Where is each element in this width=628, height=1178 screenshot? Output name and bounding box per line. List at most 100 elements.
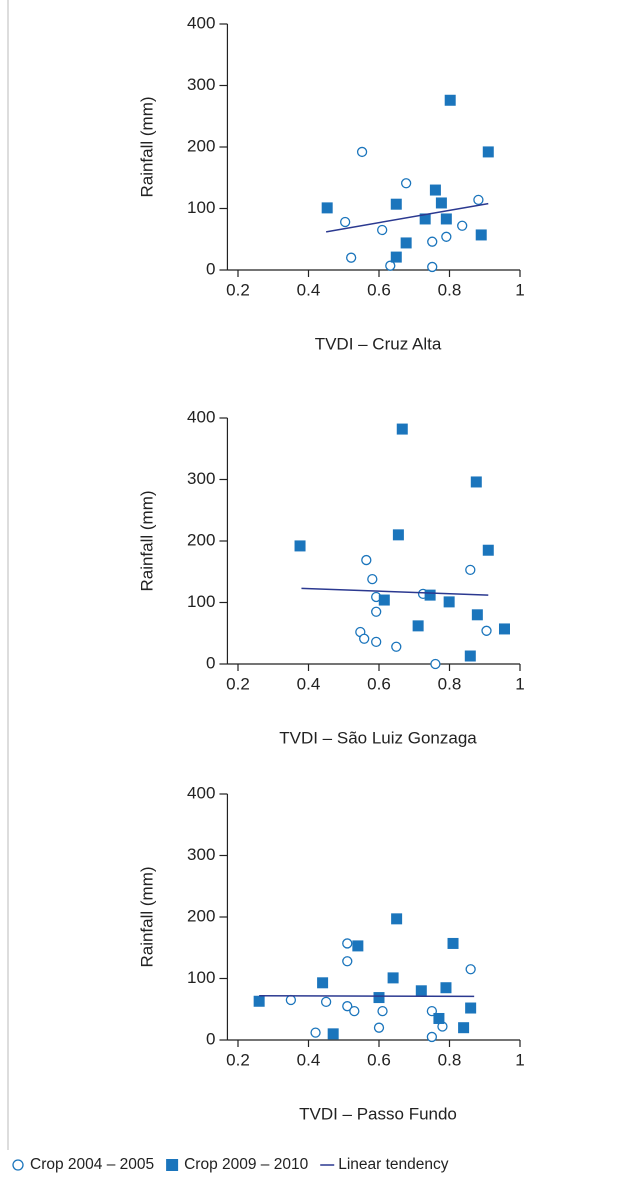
point	[430, 658, 441, 670]
point	[385, 260, 396, 271]
point	[419, 213, 431, 225]
trend-line	[325, 202, 489, 233]
y-axis-label: Rainfall (mm)	[137, 96, 156, 197]
point	[356, 146, 368, 158]
point	[373, 1022, 385, 1033]
point	[359, 633, 370, 644]
x-tick-label: 0.8	[438, 674, 462, 693]
point	[427, 236, 438, 247]
legend-marker	[166, 1159, 179, 1171]
point	[400, 237, 412, 249]
point	[470, 476, 482, 488]
point	[465, 564, 476, 576]
legend: Crop 2004 – 2005 Crop 2009 – 2010 Linear t…	[12, 1156, 449, 1173]
point	[294, 540, 306, 552]
point	[340, 216, 351, 228]
point	[342, 1001, 353, 1012]
point	[310, 1027, 321, 1038]
y-tick-label: 0	[206, 1029, 215, 1048]
point	[390, 198, 402, 210]
point	[371, 606, 382, 617]
y-tick-label: 0	[206, 653, 215, 672]
point	[447, 937, 459, 949]
y-tick-label: 300	[187, 469, 215, 488]
point	[342, 956, 353, 967]
x-tick-label: 0.4	[297, 674, 321, 693]
point	[433, 1012, 445, 1024]
point	[390, 251, 402, 263]
point	[391, 641, 402, 652]
point	[458, 1022, 470, 1034]
point	[482, 146, 494, 158]
legend-label: Crop 2004 – 2005	[30, 1156, 154, 1173]
y-axis-label: Rainfall (mm)	[137, 866, 156, 967]
x-tick-label: 0.4	[297, 280, 321, 299]
y-tick-label: 400	[187, 407, 215, 426]
plot: 0 100 200 300 400 0.2 0.4 0.6 0.8 1 Rainfall (mm) T…	[137, 407, 524, 747]
point	[415, 985, 427, 997]
point	[498, 623, 510, 635]
x-tick-label: 0.8	[438, 1050, 462, 1069]
y-tick-label: 400	[187, 783, 215, 802]
point	[349, 1005, 360, 1017]
point	[481, 625, 492, 636]
y-tick-label: 100	[187, 592, 215, 611]
point	[429, 184, 441, 196]
point	[378, 594, 390, 606]
y-tick-label: 300	[187, 845, 215, 864]
point	[327, 1028, 339, 1040]
point	[396, 423, 408, 435]
y-axis-label: Rainfall (mm)	[137, 490, 156, 591]
point	[367, 573, 378, 585]
x-tick-label: 1	[515, 280, 524, 299]
point	[426, 1031, 438, 1043]
y-tick-label: 200	[187, 530, 215, 549]
y-tick-label: 100	[187, 968, 215, 987]
legend-label: Crop 2009 – 2010	[184, 1156, 308, 1173]
point	[475, 229, 487, 241]
point	[465, 964, 476, 975]
plot: 0 100 200 300 400 0.2 0.4 0.6 0.8 1 Rainfall (mm) T…	[137, 783, 524, 1123]
x-tick-label: 0.4	[297, 1050, 321, 1069]
point	[464, 650, 476, 662]
point	[346, 252, 357, 263]
point	[424, 589, 436, 601]
y-tick-label: 100	[187, 198, 215, 217]
point	[361, 554, 372, 566]
y-tick-label: 0	[206, 259, 215, 278]
point	[321, 202, 333, 214]
point	[387, 972, 399, 984]
point	[457, 220, 468, 231]
trend-line	[301, 587, 489, 596]
point	[377, 1005, 388, 1017]
point	[400, 178, 412, 189]
y-tick-label: 200	[187, 906, 215, 925]
point	[427, 261, 438, 273]
point	[465, 1002, 477, 1014]
legend-marker	[12, 1159, 24, 1171]
point	[471, 609, 483, 621]
y-tick-label: 300	[187, 75, 215, 94]
point	[440, 213, 452, 225]
point	[342, 938, 353, 949]
point	[444, 94, 456, 106]
x-tick-label: 0.8	[438, 280, 462, 299]
x-axis-label: TVDI – São Luiz Gonzaga	[279, 728, 477, 747]
x-tick-label: 0.6	[367, 280, 391, 299]
point	[371, 636, 382, 648]
x-tick-label: 0.2	[226, 1050, 250, 1069]
point	[443, 596, 455, 608]
plot: 0 100 200 300 400 0.2 0.4 0.6 0.8 1 Rainfall (mm) T…	[137, 13, 524, 353]
x-axis-label: TVDI – Cruz Alta	[315, 334, 442, 353]
x-tick-label: 1	[515, 1050, 524, 1069]
x-tick-label: 0.6	[367, 674, 391, 693]
point	[352, 940, 364, 952]
point	[317, 977, 329, 989]
x-tick-label: 0.2	[226, 674, 250, 693]
y-tick-label: 400	[187, 13, 215, 32]
x-tick-label: 1	[515, 674, 524, 693]
point	[440, 982, 452, 994]
point	[435, 197, 447, 209]
